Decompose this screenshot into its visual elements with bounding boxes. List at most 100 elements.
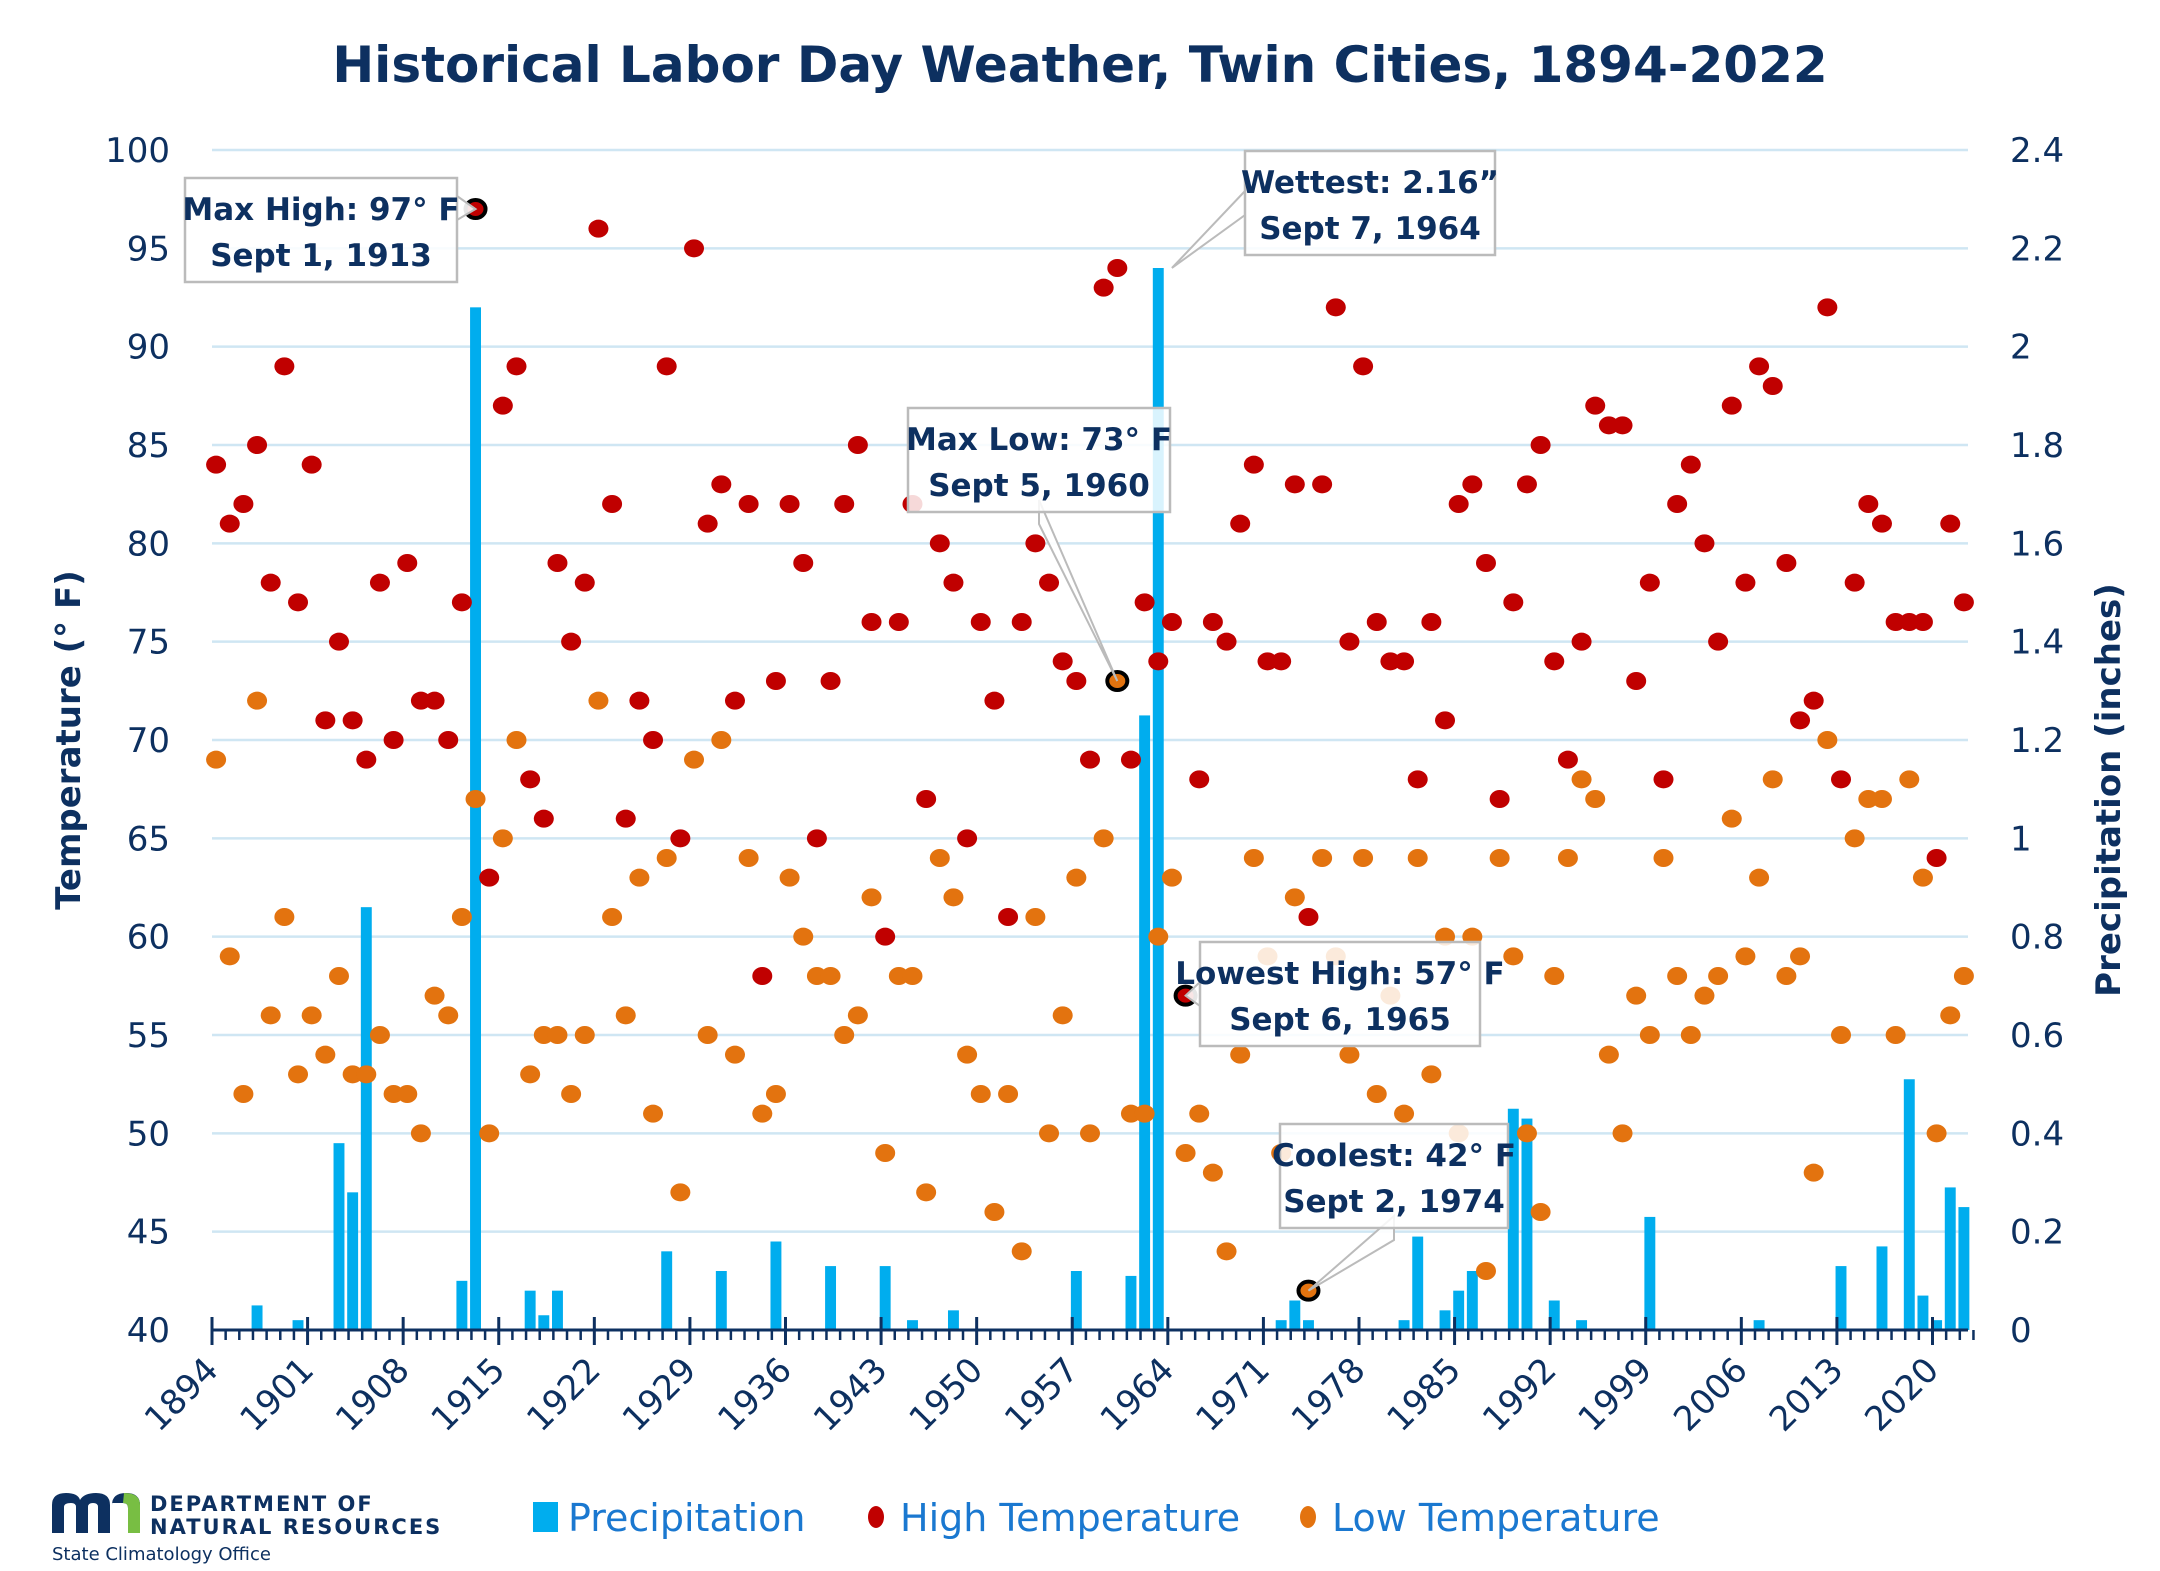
callout-line1: Max High: 97° F (182, 192, 459, 228)
high-temperature-point (356, 750, 377, 769)
chart-title: Historical Labor Day Weather, Twin Citie… (332, 36, 1827, 94)
low-temperature-point (1817, 731, 1838, 749)
high-temperature-point (834, 495, 855, 513)
precipitation-bar (1507, 1108, 1519, 1330)
high-temperature-point (1557, 750, 1578, 769)
high-temperature-point (998, 908, 1019, 926)
low-temperature-point (506, 731, 527, 749)
precipitation-bar (715, 1271, 727, 1330)
high-temperature-point (1953, 593, 1974, 612)
high-temperature-point (1926, 849, 1947, 867)
low-temperature-point (1148, 927, 1169, 946)
callout-line2: Sept 1, 1913 (210, 238, 432, 274)
precipitation-bar (1931, 1320, 1943, 1330)
low-temperature-point (1216, 1242, 1237, 1261)
y2-tick-label: 2.4 (2010, 131, 2064, 171)
high-temperature-point (288, 593, 309, 612)
low-temperature-point (1708, 967, 1729, 985)
low-temperature-point (1721, 809, 1742, 828)
high-temperature-point (615, 809, 636, 828)
high-temperature-point (1230, 514, 1251, 533)
low-temperature-point (260, 1006, 281, 1025)
legend: Precipitation High Temperature Low Tempe… (533, 1496, 1660, 1540)
high-temperature-point (1366, 613, 1387, 631)
high-temperature-point (301, 455, 322, 474)
legend-low-swatch (1300, 1506, 1316, 1528)
y2-tick-label: 0.6 (2010, 1016, 2064, 1056)
low-temperature-point (1243, 849, 1264, 867)
x-tick-label: 1908 (328, 1350, 417, 1439)
high-temperature-point (274, 357, 295, 376)
low-temperature-point (1571, 770, 1592, 789)
y2-tick-label: 1.6 (2010, 524, 2064, 564)
x-tick-label: 1950 (902, 1350, 991, 1439)
mn-logo-icon (52, 1493, 140, 1533)
logo-subtitle: State Climatology Office (52, 1544, 271, 1565)
low-temperature-point (984, 1203, 1005, 1221)
high-temperature-point (820, 672, 841, 690)
precipitation-bar (1466, 1271, 1478, 1330)
high-temperature-point (1421, 613, 1442, 631)
precipitation-bar (456, 1280, 468, 1330)
high-temperature-point (1912, 613, 1933, 631)
precipitation-bar (1275, 1320, 1287, 1330)
high-temperature-point (1585, 396, 1606, 415)
legend-high-label: High Temperature (900, 1496, 1240, 1540)
low-temperature-point (929, 849, 950, 867)
precipitation-bar (538, 1315, 550, 1330)
y-tick-label: 100 (105, 131, 170, 171)
high-temperature-point (1871, 514, 1892, 533)
precipitation-bar (524, 1290, 536, 1330)
callout-box (1278, 1122, 1510, 1230)
high-temperature-point (1189, 770, 1210, 789)
low-temperature-point (1598, 1045, 1619, 1064)
x-tick-label: 1992 (1475, 1350, 1564, 1439)
annotation-callout: Coolest: 42° F Sept 2, 1974 (1272, 1122, 1516, 1292)
high-temperature-point (1708, 632, 1729, 651)
right-axis-label: Precipitation (inches) (2089, 583, 2129, 997)
precipitation-bar (292, 1320, 304, 1330)
low-temperature-point (834, 1026, 855, 1044)
precipitation-bar (770, 1241, 782, 1330)
low-temperature-point (1912, 868, 1933, 887)
high-temperature-point (1243, 455, 1264, 474)
high-temperature-point (984, 691, 1005, 710)
precipitation-bar (1289, 1300, 1301, 1330)
y-tick-label: 75 (127, 623, 170, 663)
high-temperature-point (1762, 377, 1783, 395)
low-temperature-point (779, 868, 800, 887)
high-temperature-point (479, 868, 500, 887)
y-tick-label: 65 (127, 819, 170, 859)
low-temperature-point (1926, 1124, 1947, 1143)
low-temperature-point (1639, 1026, 1660, 1044)
high-temperature-point (847, 436, 868, 454)
high-temperature-point (793, 554, 814, 572)
legend-high-swatch (868, 1506, 884, 1528)
high-temperature-point (1516, 475, 1537, 494)
high-temperature-point (492, 396, 513, 415)
low-temperature-point (219, 947, 240, 966)
precipitation-bar (1576, 1320, 1588, 1330)
low-temperature-point (588, 691, 609, 710)
y-tick-label: 85 (127, 426, 170, 466)
low-temperature-point (1175, 1144, 1196, 1162)
legend-low-label: Low Temperature (1332, 1496, 1660, 1540)
high-temperature-point (738, 495, 759, 513)
low-temperature-point (1844, 829, 1865, 848)
low-temperature-point (1421, 1065, 1442, 1084)
low-temperature-point (274, 908, 295, 926)
high-temperature-point (1831, 770, 1852, 789)
low-temperature-point (738, 849, 759, 867)
callout-line1: Lowest High: 57° F (1175, 956, 1504, 992)
low-temperature-point (875, 1144, 896, 1162)
callout-box (1243, 149, 1497, 257)
high-temperature-point (520, 770, 541, 789)
low-temperature-point (1366, 1085, 1387, 1103)
precipitation-bar (1412, 1236, 1424, 1330)
high-temperature-point (383, 731, 404, 749)
precipitation-bar (1753, 1320, 1765, 1330)
high-temperature-point (684, 239, 705, 258)
high-temperature-point (1353, 357, 1374, 376)
callout-pointer (1171, 188, 1246, 269)
low-temperature-point (1680, 1026, 1701, 1044)
